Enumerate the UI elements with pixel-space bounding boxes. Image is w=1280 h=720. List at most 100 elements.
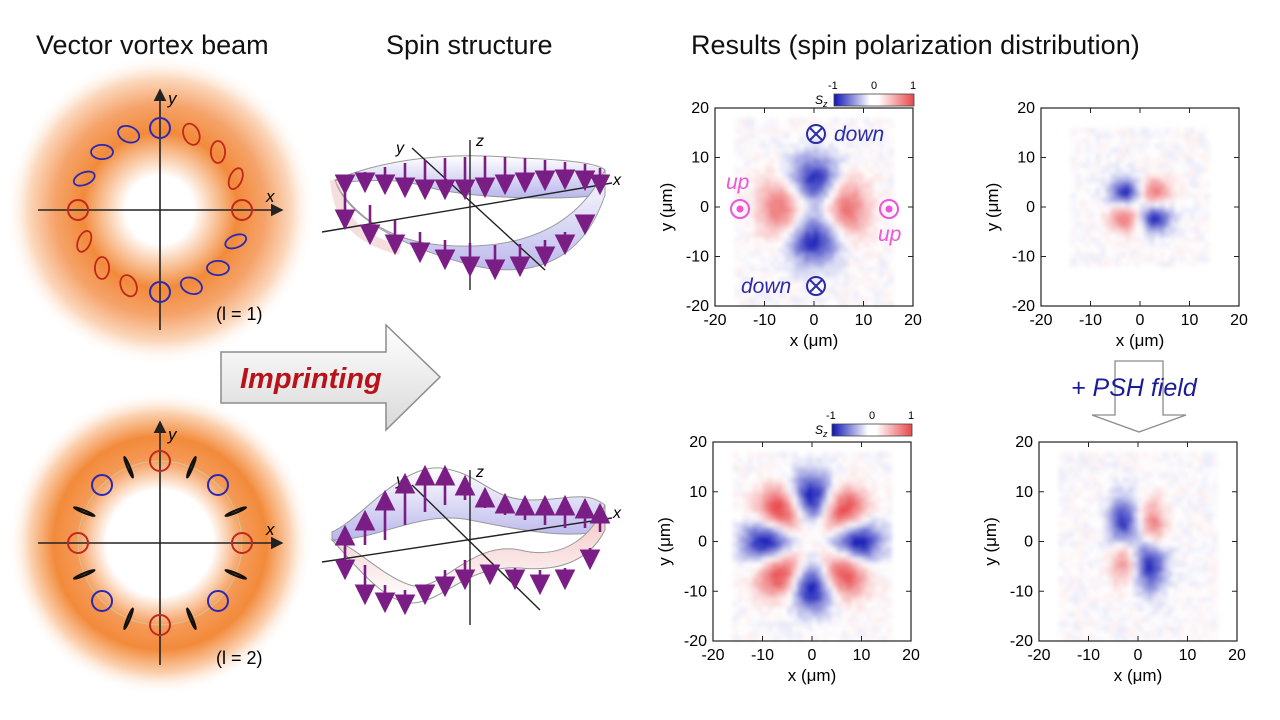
colorbar-bottom: Sz -1 0 1	[815, 410, 914, 439]
polarization-circle	[67, 199, 89, 221]
y-axis-label: y (μm)	[981, 517, 1000, 566]
x-tick-label: 10	[853, 647, 871, 664]
y-tick-label: 0	[1026, 199, 1035, 216]
polarization-ellipse	[209, 140, 227, 164]
polarization-ellipse	[227, 167, 244, 190]
spin-vectors	[334, 464, 611, 616]
x-tick-label: 20	[904, 312, 922, 329]
polarization-circle	[206, 589, 229, 612]
beam-order-label: (l = 1)	[216, 304, 263, 324]
y-tick-label: 0	[1024, 534, 1033, 551]
polarization-ellipse	[182, 122, 201, 146]
beam-panel-l1: x y (l = 1)	[5, 55, 315, 365]
polarization-ellipse	[185, 455, 197, 479]
spin-axis-x: x	[612, 505, 622, 522]
x-tick-label: -20	[1029, 312, 1052, 329]
out-of-page-icon	[879, 199, 899, 219]
down-label-top: down	[834, 123, 884, 146]
beam-axis-y: y	[167, 425, 178, 444]
colorbar-min: -1	[826, 410, 836, 422]
beam-axis-y: y	[167, 89, 178, 108]
colorbar-max: 1	[910, 80, 916, 92]
colorbar-label: Sz	[815, 423, 828, 439]
spin-vectors	[334, 156, 611, 281]
up-label-left: up	[726, 171, 749, 194]
polarization-ellipse	[72, 568, 96, 580]
spin-structure-l2: x y z	[321, 464, 622, 625]
into-page-icon	[806, 276, 826, 296]
polarization-ellipse	[93, 256, 111, 280]
x-tick-label: -20	[703, 312, 726, 329]
map-cells	[1070, 127, 1210, 267]
polarization-ellipse	[179, 276, 203, 295]
polarization-ring	[67, 117, 253, 303]
x-tick-label: -10	[751, 647, 774, 664]
spin-axis-z: z	[475, 133, 484, 150]
x-tick-label: 0	[810, 312, 819, 329]
y-tick-label: -20	[684, 633, 707, 650]
polarization-ellipse	[206, 259, 230, 277]
x-axis-label: x (μm)	[1114, 666, 1163, 685]
y-axis-label: y (μm)	[657, 183, 676, 232]
beam-axis-x: x	[265, 520, 275, 539]
polarization-ellipse	[185, 607, 197, 631]
imprinting-label: Imprinting	[240, 363, 382, 395]
down-label-bottom: down	[741, 275, 791, 298]
y-tick-label: 20	[691, 100, 709, 117]
imprinting-arrow: Imprinting	[220, 323, 442, 432]
spin-map: -20-20 -10 -10 0 0 10 10 20 20 x (μm) y (μm)	[981, 434, 1246, 685]
y-tick-label: 20	[1017, 100, 1035, 117]
polarization-circle	[91, 474, 114, 497]
polarization-ellipse	[224, 233, 248, 250]
x-tick-label: 20	[1230, 312, 1248, 329]
spin-map: -20-20 -10 -10 0 0 10 10 20 20 x (μm) y (μm)	[655, 434, 920, 685]
beam-panel-l2: x y (l = 2)	[8, 391, 312, 695]
spin-map: -20-20 -10 -10 0 0 10 10 20 20 x (μm) y (μm)	[983, 100, 1248, 350]
y-tick-label: 20	[1015, 434, 1033, 451]
x-tick-label: 0	[808, 647, 817, 664]
x-tick-label: 10	[1179, 647, 1197, 664]
polarization-circle	[149, 281, 171, 303]
x-tick-label: -10	[1079, 312, 1102, 329]
polarization-ring	[67, 450, 253, 636]
polarization-ellipse	[224, 568, 248, 580]
y-tick-label: 20	[689, 434, 707, 451]
colorbar-max: 1	[908, 410, 914, 422]
spin-structure-l1: x y z	[321, 133, 622, 290]
spin-axis-z: z	[475, 464, 484, 481]
y-tick-label: 0	[698, 534, 707, 551]
polarization-circle	[149, 614, 171, 636]
polarization-circle	[91, 589, 114, 612]
x-tick-label: -10	[1077, 647, 1100, 664]
polarization-circle	[231, 532, 253, 554]
y-tick-label: -10	[686, 249, 709, 266]
colorbar-mid: 0	[869, 410, 875, 422]
into-page-icon	[806, 124, 826, 144]
x-tick-label: -10	[753, 312, 776, 329]
heading-spin: Spin structure	[386, 30, 553, 60]
y-tick-label: -10	[684, 583, 707, 600]
beam-axis-x: x	[265, 187, 275, 206]
spin-axis-y: y	[395, 472, 405, 489]
y-axis-label: y (μm)	[655, 517, 674, 566]
map-annotations: down down up up	[726, 123, 901, 298]
psh-field-label: + PSH field	[1071, 374, 1198, 402]
colorbar-top: Sz -1 0 1	[815, 80, 916, 109]
colorbar-label: Sz	[815, 93, 828, 109]
y-tick-label: -20	[1010, 633, 1033, 650]
x-tick-label: 20	[902, 647, 920, 664]
colorbar-mid: 0	[871, 80, 877, 92]
x-tick-label: 10	[855, 312, 873, 329]
y-tick-label: -10	[1012, 249, 1035, 266]
x-tick-label: -20	[701, 647, 724, 664]
psh-field-arrow: + PSH field	[1071, 360, 1198, 433]
y-tick-label: 10	[1015, 484, 1033, 501]
y-tick-label: -10	[1010, 583, 1033, 600]
x-axis-label: x (μm)	[790, 331, 839, 350]
map-cells	[732, 451, 892, 642]
polarization-ellipse	[90, 143, 114, 161]
polarization-ellipse	[224, 506, 248, 518]
spin-axis-y: y	[395, 140, 405, 157]
